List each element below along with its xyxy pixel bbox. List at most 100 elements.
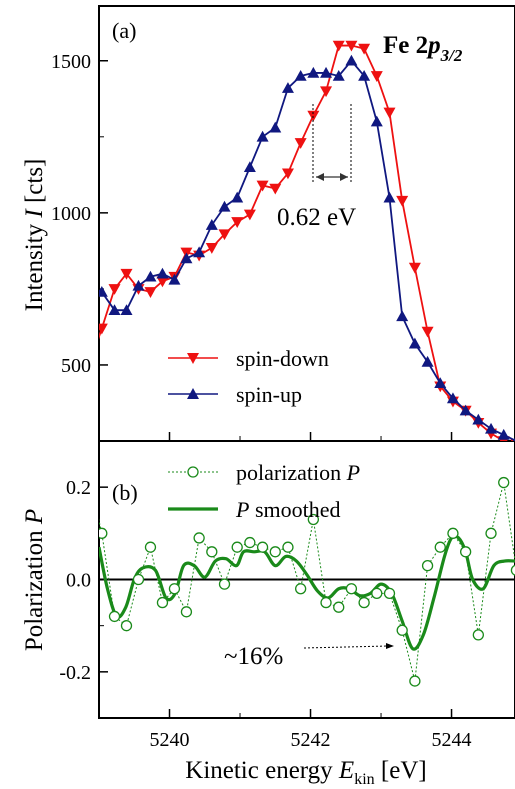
data-point-polarization [269, 546, 281, 558]
data-point-spin-down [281, 168, 294, 180]
legend-smoothed-suffix: smoothed [249, 497, 340, 522]
data-point-spin-up [180, 252, 193, 264]
data-point-polarization [218, 578, 231, 590]
legend-spin-up-label: spin-up [236, 382, 302, 407]
x-axis-label-unit: [eV] [375, 757, 427, 784]
data-point-polarization [371, 587, 383, 599]
x-axis-label-sub: kin [354, 771, 374, 788]
data-point-spin-up [320, 66, 333, 78]
data-point-polarization [206, 546, 218, 558]
data-point-polarization [498, 476, 510, 489]
data-point-spin-down [421, 326, 434, 338]
data-point-spin-up [345, 54, 358, 66]
peak-shift-annotation: 0.62 eV [277, 104, 356, 231]
legend-spin-up-marker [187, 388, 199, 399]
data-point-spin-up [144, 270, 157, 282]
x-axis-label: Kinetic energy Ekin [eV] [185, 757, 426, 788]
data-point-spin-up [120, 304, 133, 315]
shift-arrow-right-head [340, 173, 348, 181]
legend-polarization-var: P [346, 460, 360, 485]
data-point-spin-down [231, 217, 244, 228]
data-point-polarization [120, 620, 133, 632]
data-point-spin-down [256, 180, 269, 192]
data-point-spin-up [434, 377, 447, 389]
data-point-spin-down [383, 107, 396, 119]
title-subscript: 3/2 [440, 46, 463, 65]
y-tick-label-b: -0.2 [59, 662, 91, 684]
data-point-spin-up [218, 200, 231, 212]
data-point-spin-up [243, 161, 256, 173]
data-point-polarization [108, 610, 121, 623]
data-point-polarization [434, 541, 446, 553]
data-point-polarization [295, 583, 307, 595]
data-point-polarization [81, 459, 91, 469]
data-point-polarization [180, 606, 193, 618]
data-point-spin-down [396, 195, 409, 207]
data-point-spin-up [256, 130, 269, 142]
data-point-spin-up [99, 285, 108, 297]
data-point-polarization [144, 541, 157, 553]
data-point-polarization [156, 596, 169, 609]
data-point-polarization [168, 583, 181, 595]
chart-title: Fe 2p3/2 [383, 32, 463, 65]
data-point-polarization [358, 596, 370, 609]
data-point-spin-up [205, 219, 218, 230]
legend-polarization-marker [187, 466, 199, 478]
data-point-polarization [459, 546, 472, 558]
legend-smoothed-var: P [235, 497, 249, 522]
y-tick-label-b: 0.2 [66, 477, 91, 499]
title-italic: p [426, 32, 441, 59]
data-point-spin-down [156, 276, 169, 288]
legend-polarization-label: polarization P [236, 460, 360, 485]
y-tick-label-a: 1000 [51, 203, 91, 225]
data-point-spin-up [358, 69, 371, 81]
data-point-polarization [485, 527, 497, 539]
plot-frame [98, 5, 515, 719]
y-axis-label-a-unit: [cts] [21, 159, 48, 210]
x-tick-label: 5244 [432, 729, 472, 751]
data-point-spin-up [421, 355, 434, 367]
data-point-spin-up [332, 69, 345, 81]
y-axis-label-b: Polarization P [21, 509, 48, 651]
data-point-spin-up [370, 115, 383, 127]
data-point-spin-down [205, 243, 218, 254]
legend-smoothed-label: P smoothed [235, 497, 341, 522]
polarization-annotation-label: ~16% [224, 643, 283, 670]
data-point-polarization [396, 624, 408, 636]
polarization-annotation-arrow-head [386, 643, 394, 649]
data-point-spin-down [370, 71, 383, 82]
data-point-spin-up [294, 69, 307, 81]
data-point-polarization [383, 587, 396, 599]
data-point-spin-down [332, 40, 345, 52]
data-point-spin-down [294, 138, 307, 149]
data-point-polarization [510, 564, 515, 576]
data-point-polarization [472, 629, 484, 641]
data-point-polarization [307, 513, 319, 526]
shift-label: 0.62 eV [277, 204, 356, 231]
data-point-spin-down [320, 86, 333, 98]
panel-b-label: (b) [112, 480, 138, 505]
x-axis-label-var: E [338, 757, 354, 784]
polarization-annotation: ~16% [224, 643, 394, 670]
data-point-polarization [132, 573, 145, 586]
data-point-polarization [333, 601, 345, 613]
data-point-polarization [99, 527, 108, 539]
data-point-polarization [231, 541, 243, 553]
data-point-spin-down [108, 284, 121, 295]
legend-a: spin-down spin-up [168, 346, 329, 407]
data-point-spin-down [144, 287, 157, 298]
x-tick-label: 5240 [150, 729, 190, 751]
data-point-spin-up [156, 267, 169, 279]
data-point-polarization [409, 675, 421, 687]
y-axis-label-b-var: P [21, 509, 48, 525]
panel-a-label: (a) [112, 18, 136, 43]
y-axis-label-a-prefix: Intensity [21, 218, 48, 312]
y-axis-label-b-prefix: Polarization [21, 524, 48, 651]
panel-a-series [99, 40, 515, 441]
data-point-polarization [282, 541, 294, 553]
data-point-polarization [244, 536, 256, 549]
data-point-spin-up [446, 392, 459, 404]
data-point-spin-up [231, 191, 244, 203]
data-point-spin-up [459, 404, 472, 416]
